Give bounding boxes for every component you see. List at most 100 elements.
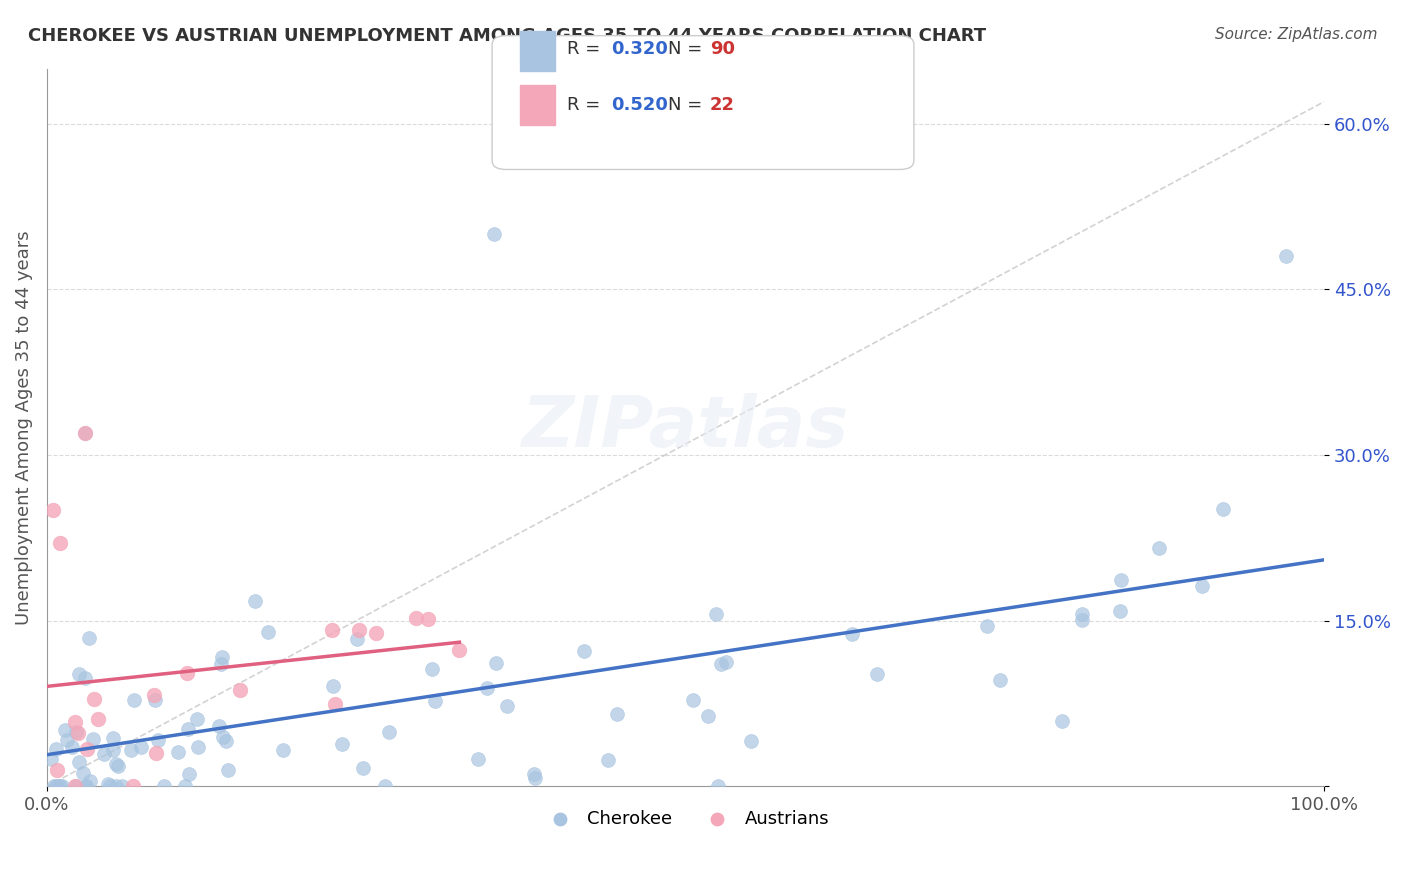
Point	[129, 739, 152, 754]
Point	[98, 780, 121, 794]
Point	[467, 751, 489, 765]
Point	[166, 745, 188, 759]
Text: 90: 90	[710, 40, 735, 58]
Point	[1147, 541, 1170, 555]
Point	[866, 667, 889, 681]
Point	[72, 765, 94, 780]
Point	[77, 631, 100, 645]
Point	[418, 612, 440, 626]
Point	[75, 425, 97, 440]
Point	[124, 692, 146, 706]
Point	[48, 780, 70, 794]
Point	[96, 777, 118, 791]
Point	[1050, 714, 1073, 729]
Point	[704, 607, 727, 622]
Point	[176, 666, 198, 681]
Point	[1109, 573, 1132, 587]
Point	[524, 772, 547, 786]
Point	[187, 739, 209, 754]
Point	[482, 227, 505, 242]
Point	[121, 780, 143, 794]
Point	[107, 758, 129, 772]
Point	[211, 649, 233, 664]
Point	[105, 757, 128, 772]
Point	[76, 742, 98, 756]
Point	[1070, 613, 1092, 627]
Point	[423, 694, 446, 708]
Point	[152, 780, 174, 794]
Point	[1108, 604, 1130, 618]
Point	[229, 682, 252, 697]
Point	[1212, 501, 1234, 516]
Point	[323, 697, 346, 711]
Point	[145, 746, 167, 760]
Point	[65, 725, 87, 739]
Point	[271, 743, 294, 757]
Text: Source: ZipAtlas.com: Source: ZipAtlas.com	[1215, 27, 1378, 42]
Point	[75, 425, 97, 440]
Point	[79, 773, 101, 788]
Point	[347, 623, 370, 637]
Point	[83, 692, 105, 706]
Point	[176, 723, 198, 737]
Point	[606, 706, 628, 721]
Point	[682, 692, 704, 706]
Text: ZIPatlas: ZIPatlas	[522, 393, 849, 462]
Point	[740, 734, 762, 748]
Point	[42, 780, 65, 794]
Text: N =: N =	[668, 96, 707, 114]
Text: CHEROKEE VS AUSTRIAN UNEMPLOYMENT AMONG AGES 35 TO 44 YEARS CORRELATION CHART: CHEROKEE VS AUSTRIAN UNEMPLOYMENT AMONG …	[28, 27, 986, 45]
Point	[87, 712, 110, 726]
Point	[143, 693, 166, 707]
Point	[42, 503, 65, 517]
Point	[143, 689, 166, 703]
Text: N =: N =	[668, 40, 707, 58]
Point	[179, 766, 201, 780]
Point	[1275, 249, 1298, 263]
Text: 0.320: 0.320	[612, 40, 668, 58]
Point	[707, 780, 730, 794]
Point	[101, 731, 124, 745]
Point	[215, 734, 238, 748]
Point	[378, 725, 401, 739]
Point	[111, 779, 134, 793]
Point	[243, 594, 266, 608]
Point	[988, 673, 1011, 688]
Point	[146, 733, 169, 747]
Point	[120, 742, 142, 756]
Point	[174, 780, 197, 794]
Point	[209, 657, 232, 672]
Point	[523, 767, 546, 781]
Point	[45, 763, 67, 777]
Point	[841, 626, 863, 640]
Point	[256, 624, 278, 639]
Point	[420, 662, 443, 676]
Point	[346, 632, 368, 646]
Point	[330, 737, 353, 751]
Point	[39, 752, 62, 766]
Point	[449, 642, 471, 657]
Point	[321, 623, 343, 637]
Text: R =: R =	[567, 40, 606, 58]
Point	[1071, 607, 1094, 621]
Point	[322, 679, 344, 693]
Point	[186, 712, 208, 726]
Point	[374, 780, 396, 794]
Point	[596, 753, 619, 767]
Point	[212, 730, 235, 744]
Point	[55, 732, 77, 747]
Point	[105, 780, 128, 794]
Point	[63, 715, 86, 730]
Point	[976, 619, 998, 633]
Point	[48, 536, 70, 550]
Point	[65, 780, 87, 794]
Point	[495, 699, 517, 714]
Point	[1191, 579, 1213, 593]
Point	[75, 780, 97, 794]
Point	[475, 681, 498, 696]
Point	[75, 780, 97, 794]
Point	[710, 657, 733, 672]
Point	[405, 611, 427, 625]
Text: R =: R =	[567, 96, 606, 114]
Point	[60, 739, 83, 754]
